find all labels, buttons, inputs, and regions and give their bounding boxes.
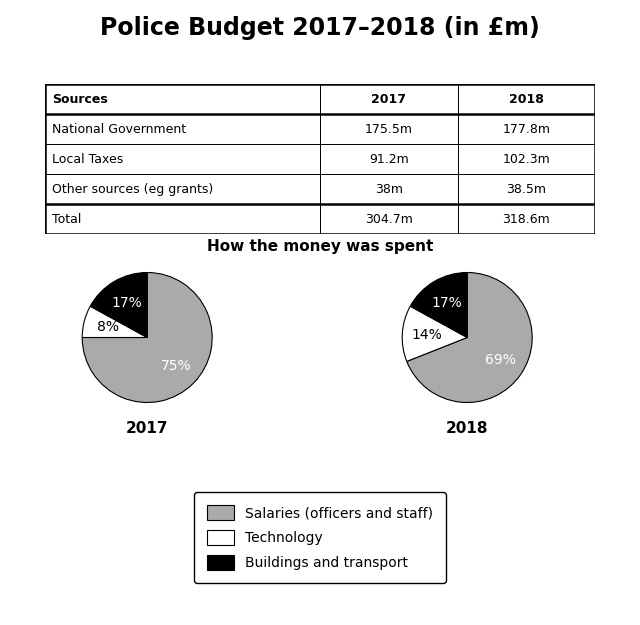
Text: Total: Total <box>52 213 82 226</box>
Text: Sources: Sources <box>52 93 108 106</box>
Text: 69%: 69% <box>485 353 516 367</box>
Text: 2017: 2017 <box>371 93 406 106</box>
Text: National Government: National Government <box>52 123 187 136</box>
Wedge shape <box>82 306 147 338</box>
Legend: Salaries (officers and staff), Technology, Buildings and transport: Salaries (officers and staff), Technolog… <box>194 492 446 582</box>
Bar <box>458 204 595 234</box>
Text: 14%: 14% <box>412 328 442 342</box>
Wedge shape <box>90 272 147 338</box>
Bar <box>320 114 458 144</box>
Text: 102.3m: 102.3m <box>502 153 550 166</box>
Wedge shape <box>82 272 212 402</box>
Bar <box>458 174 595 204</box>
Text: 318.6m: 318.6m <box>502 213 550 226</box>
Bar <box>320 84 458 114</box>
Bar <box>320 174 458 204</box>
Text: 17%: 17% <box>111 296 142 310</box>
Wedge shape <box>410 272 467 338</box>
Text: 38.5m: 38.5m <box>506 183 547 196</box>
Text: Other sources (eg grants): Other sources (eg grants) <box>52 183 214 196</box>
Text: 2018: 2018 <box>446 421 488 436</box>
Text: 38m: 38m <box>375 183 403 196</box>
Bar <box>458 84 595 114</box>
Text: 177.8m: 177.8m <box>502 123 550 136</box>
Bar <box>320 204 458 234</box>
Text: Police Budget 2017–2018 (in £m): Police Budget 2017–2018 (in £m) <box>100 16 540 40</box>
Wedge shape <box>402 306 467 361</box>
Bar <box>45 174 320 204</box>
Bar <box>45 204 320 234</box>
Bar <box>45 144 320 174</box>
Bar <box>45 114 320 144</box>
Text: 91.2m: 91.2m <box>369 153 409 166</box>
Text: 75%: 75% <box>161 359 191 373</box>
Wedge shape <box>407 272 532 402</box>
Bar <box>45 84 320 114</box>
Bar <box>458 114 595 144</box>
Text: 17%: 17% <box>431 296 462 310</box>
Bar <box>320 144 458 174</box>
Text: 2017: 2017 <box>126 421 168 436</box>
Text: Local Taxes: Local Taxes <box>52 153 124 166</box>
Text: 8%: 8% <box>97 321 119 334</box>
Text: 175.5m: 175.5m <box>365 123 413 136</box>
Bar <box>458 144 595 174</box>
Text: 2018: 2018 <box>509 93 544 106</box>
Text: How the money was spent: How the money was spent <box>207 239 433 254</box>
Text: 304.7m: 304.7m <box>365 213 413 226</box>
